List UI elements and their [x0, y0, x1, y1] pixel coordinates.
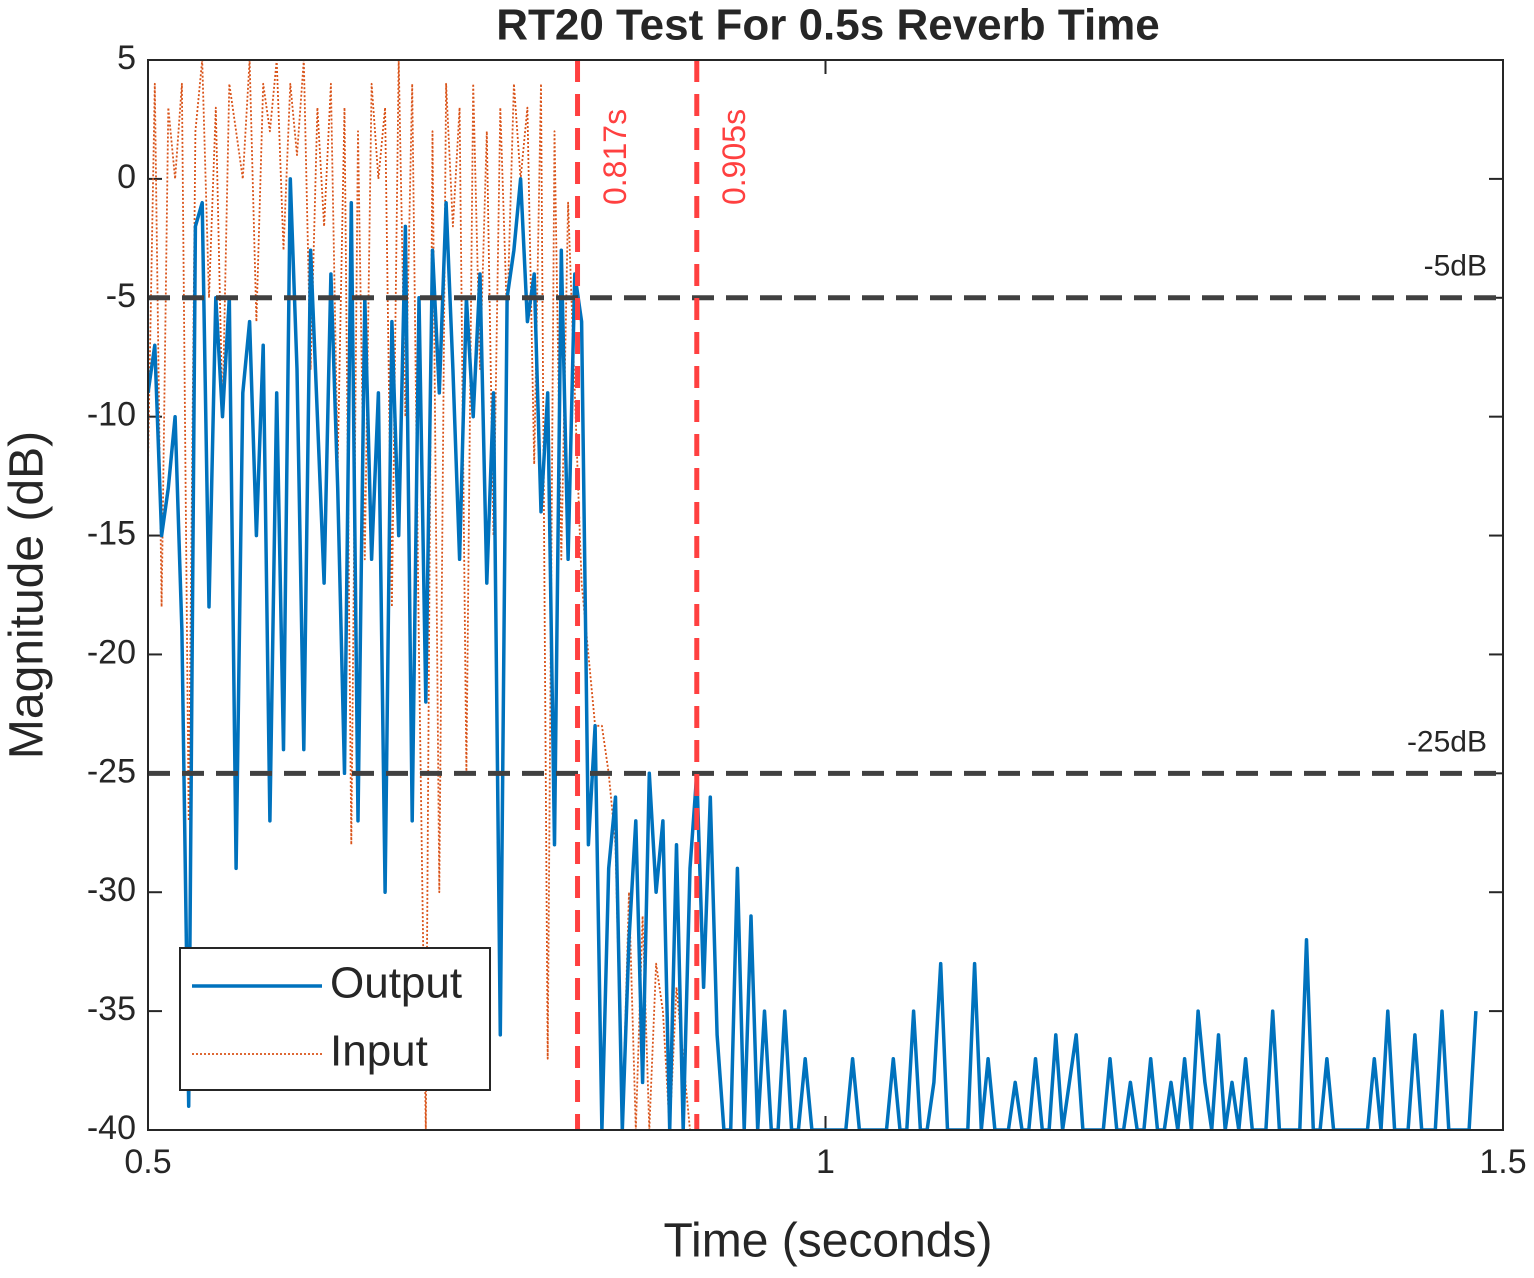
y-tick-label: -40: [87, 1109, 136, 1147]
y-tick-label: 5: [117, 39, 136, 77]
y-axis-label: Magnitude (dB): [1, 431, 54, 759]
threshold-label: -5dB: [1424, 250, 1487, 283]
threshold-label: -25dB: [1407, 725, 1487, 758]
series-line: [148, 60, 697, 1130]
marker-label: 0.905s: [716, 109, 752, 205]
y-tick-label: -20: [87, 633, 136, 671]
y-tick-label: -25: [87, 752, 136, 790]
x-tick-label: 1.5: [1479, 1143, 1526, 1181]
x-tick-label: 1: [816, 1143, 835, 1181]
y-tick-label: -30: [87, 871, 136, 909]
y-tick-label: -10: [87, 396, 136, 434]
series-line: [148, 177, 1478, 1130]
y-tick-label: -35: [87, 990, 136, 1028]
x-tick-label: 0.5: [124, 1143, 171, 1181]
legend-box: [179, 947, 491, 1091]
chart-title: RT20 Test For 0.5s Reverb Time: [496, 1, 1160, 50]
marker-label: 0.817s: [597, 109, 633, 205]
x-axis-label: Time (seconds): [664, 1215, 993, 1268]
y-tick-label: 0: [117, 158, 136, 196]
y-tick-label: -5: [106, 277, 136, 315]
legend-label: Output: [330, 959, 462, 1008]
legend-label: Input: [330, 1027, 428, 1076]
y-tick-label: -15: [87, 515, 136, 553]
plot-frame: [147, 59, 1504, 1131]
